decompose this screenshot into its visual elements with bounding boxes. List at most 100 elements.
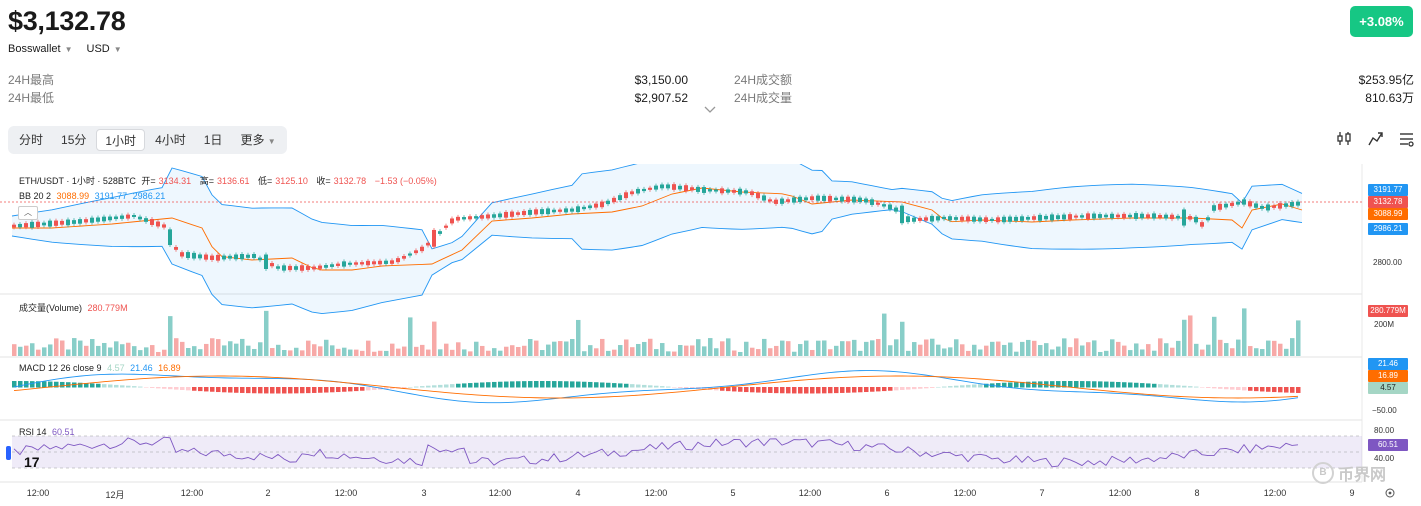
ohlc-change: −1.53 (−0.05%) — [374, 176, 437, 186]
tab-15m[interactable]: 15分 — [61, 133, 87, 147]
macd-hist-bar — [1002, 382, 1007, 388]
volume-bar — [30, 343, 35, 356]
candle — [870, 199, 874, 205]
volume-bar — [714, 348, 719, 356]
macd-hist-bar — [1230, 387, 1235, 390]
volume-bar — [1056, 346, 1061, 356]
candle — [24, 223, 28, 228]
candle — [1038, 214, 1042, 221]
macd-hist-bar — [600, 382, 605, 388]
candle — [450, 218, 454, 224]
chart-canvas[interactable] — [0, 164, 1421, 506]
macd-hist-bar — [1122, 382, 1127, 388]
candle — [1056, 215, 1060, 220]
macd-hist-bar — [312, 387, 317, 393]
volume-bar — [72, 338, 77, 356]
time-axis-settings-icon[interactable] — [1384, 487, 1396, 499]
volume-bar — [420, 344, 425, 356]
macd-hist-bar — [78, 382, 83, 388]
settings-icon[interactable] — [1398, 130, 1415, 147]
caret-down-icon: ▼ — [267, 137, 276, 146]
volume-bar — [888, 345, 893, 356]
candle — [510, 211, 514, 217]
volume-bar — [750, 347, 755, 356]
tab-more[interactable]: 更多 ▼ — [232, 129, 283, 151]
macd-hist-bar — [780, 387, 785, 394]
scroll-handle[interactable] — [6, 446, 11, 460]
candle — [588, 205, 592, 209]
candle — [192, 252, 196, 259]
volume-legend: 成交量(Volume) 280.779M — [19, 301, 131, 314]
candle — [750, 191, 754, 196]
macd-hist-bar — [450, 384, 455, 388]
volume-bar — [1296, 320, 1301, 356]
candle — [594, 203, 598, 208]
watermark-text: 币界网 — [1338, 467, 1387, 484]
macd-hist-bar — [966, 384, 971, 388]
bb-upper-tag: 3191.77 — [1368, 184, 1408, 196]
candle — [924, 217, 928, 221]
macd-hist-bar — [192, 387, 197, 391]
candle — [984, 217, 988, 223]
candle — [678, 185, 682, 190]
candle — [1044, 215, 1048, 220]
rsi-legend-name: RSI 14 — [19, 427, 47, 437]
volume-bar — [744, 341, 749, 356]
macd-hist-bar — [510, 381, 515, 388]
volume-bar — [438, 349, 443, 356]
candle — [1218, 203, 1222, 210]
candle — [462, 217, 466, 220]
tab-4h[interactable]: 4小时 — [155, 133, 186, 147]
currency-selector[interactable]: USD ▼ — [87, 43, 122, 55]
candle — [552, 209, 556, 213]
stat-value: $253.95亿 — [1358, 73, 1414, 87]
volume-bar — [294, 347, 299, 356]
candle — [738, 188, 742, 195]
volume-bar — [1290, 338, 1295, 356]
tab-1d[interactable]: 1日 — [203, 133, 223, 147]
volume-bar — [474, 341, 479, 356]
volume-legend-name: 成交量(Volume) — [19, 303, 83, 313]
tradingview-logo: 17 — [24, 454, 40, 470]
macd-hist-bar — [1146, 383, 1151, 388]
volume-bar — [1242, 308, 1247, 356]
volume-bar — [1032, 340, 1037, 356]
candle — [1230, 202, 1234, 206]
candle — [42, 222, 46, 226]
macd-hist-bar — [498, 381, 503, 388]
tab-time[interactable]: 分时 — [19, 133, 44, 147]
volume-bar — [102, 342, 107, 356]
macd-hist-bar — [798, 387, 803, 394]
candle — [1146, 214, 1150, 218]
macd-hist-bar — [648, 385, 653, 388]
macd-hist-bar — [516, 381, 521, 388]
bb-mid-tag: 3088.99 — [1368, 208, 1408, 220]
ohlc-high: 高= 3136.61 — [200, 176, 253, 186]
macd-hist-bar — [240, 387, 245, 393]
expand-chevron-icon[interactable] — [704, 106, 716, 114]
volume-bar — [456, 342, 461, 356]
candle — [108, 216, 112, 221]
volume-bar — [318, 346, 323, 356]
macd-hist-bar — [354, 387, 359, 392]
macd-hist-bar — [60, 381, 65, 388]
candle — [492, 214, 496, 218]
collapse-legend-button[interactable]: ︿ — [18, 206, 38, 220]
wallet-selector[interactable]: Bosswallet ▼ — [8, 43, 73, 55]
ohlc-low-label: 低= — [258, 176, 273, 186]
volume-bar — [1140, 349, 1145, 356]
selectors: Bosswallet ▼ USD ▼ — [8, 43, 122, 55]
chart-type-icon[interactable] — [1367, 130, 1384, 147]
price-chart[interactable]: ETH/USDT · 1小时 · 528BTC 开= 3134.31 高= 3136… — [0, 164, 1421, 506]
candle — [930, 215, 934, 222]
candle — [1014, 216, 1018, 221]
candle — [1242, 199, 1246, 205]
macd-hist-bar — [54, 381, 59, 388]
candle — [612, 197, 616, 203]
macd-signal-value: 16.89 — [158, 363, 181, 373]
volume-bar — [126, 342, 131, 356]
tab-1h[interactable]: 1小时 — [96, 129, 146, 151]
indicator-settings-icon[interactable] — [1336, 130, 1353, 147]
volume-bar — [108, 347, 113, 356]
volume-bar — [996, 341, 1001, 356]
